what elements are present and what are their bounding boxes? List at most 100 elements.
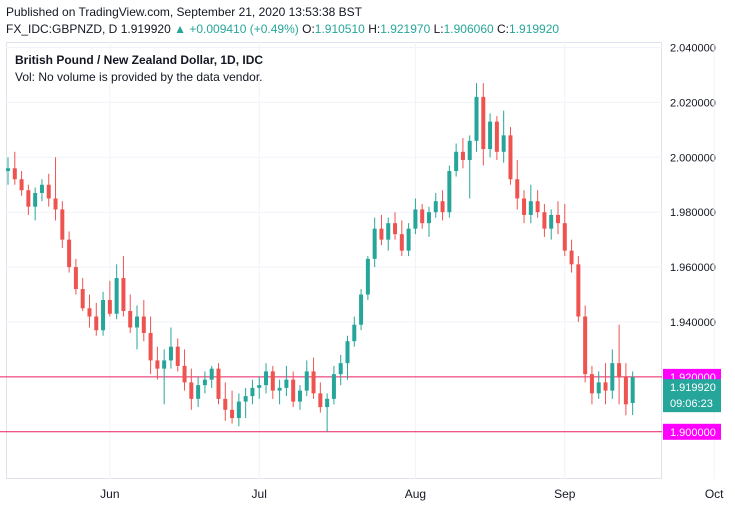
close-label: C: [497, 22, 510, 36]
candle-body [243, 396, 248, 402]
candle-body [393, 223, 398, 235]
open-value: 1.910510 [314, 22, 365, 36]
candle-body [33, 192, 38, 207]
candle-body [454, 151, 459, 172]
candle-body [67, 239, 72, 268]
low-label: L: [433, 22, 444, 36]
candle-body [121, 278, 126, 312]
candle-body [94, 316, 99, 331]
candle-body [168, 346, 173, 361]
last-price: 1.919920 [120, 22, 171, 36]
y-tick-label: 2.000000 [670, 152, 716, 164]
candle-body [264, 371, 269, 386]
candle-body [386, 223, 391, 240]
x-tick-label: Jul [252, 487, 267, 501]
candle-body [325, 398, 330, 408]
candle-body [596, 382, 601, 394]
candle-body [413, 209, 418, 229]
candle-body [576, 264, 581, 317]
candle-body [481, 96, 486, 150]
high-value: 1.921970 [380, 22, 431, 36]
candle-body [555, 214, 560, 224]
candle-body [182, 365, 187, 383]
candle-body [101, 300, 106, 331]
candle-body [141, 316, 146, 333]
candle-body [270, 371, 275, 391]
legend-volume-note: Vol: No volume is provided by the data v… [15, 70, 263, 84]
published-line: Published on TradingView.com, September … [6, 5, 362, 19]
low-value: 1.906060 [443, 22, 494, 36]
candle-body [128, 311, 133, 328]
candle-body [331, 374, 336, 399]
candle-body [359, 294, 364, 325]
candle-body [12, 168, 17, 180]
countdown-label: 09:06:23 [670, 398, 713, 410]
candle-body [39, 184, 44, 193]
candle-body [304, 371, 309, 391]
candle-body [617, 363, 622, 377]
close-value: 1.919920 [509, 22, 560, 36]
symbol-text[interactable]: FX_IDC:GBPNZD, D [6, 22, 118, 36]
candle-body [135, 316, 140, 328]
candle-body [175, 346, 180, 366]
plot-area-border [6, 42, 662, 479]
candle-body [277, 387, 282, 391]
candle-body [114, 278, 119, 314]
candle-body [202, 379, 207, 386]
candle-body [623, 376, 628, 405]
candle-body [562, 223, 567, 251]
published-text: Published on TradingView.com, September … [6, 5, 363, 19]
candle-body [379, 228, 384, 240]
candle-body [80, 289, 85, 309]
candle-body [447, 171, 452, 213]
candle-body [318, 393, 323, 408]
level-label-lower: 1.900000 [670, 427, 716, 439]
candle-body [508, 135, 513, 180]
candle-body [352, 324, 357, 342]
candle-body [515, 179, 520, 199]
up-arrow-icon: ▲ [174, 22, 186, 36]
candle-body [345, 341, 350, 364]
current-price-label: 1.919920 [670, 382, 716, 394]
level-label-lower-bg [663, 423, 721, 440]
x-tick-label: Sep [554, 487, 576, 501]
y-tick-label: 1.960000 [670, 262, 716, 274]
legend-title[interactable]: British Pound / New Zealand Dollar, 1D, … [15, 53, 264, 67]
candle-body [426, 212, 431, 224]
x-tick-label: Jun [100, 487, 119, 501]
candle-body [189, 382, 194, 399]
candle-body [162, 360, 167, 369]
candle-body [488, 121, 493, 150]
candle-body [53, 198, 58, 210]
candle-body [216, 368, 221, 399]
candle-body [569, 250, 574, 265]
candle-body [311, 371, 316, 394]
candle-body [73, 267, 78, 290]
candle-body [494, 121, 499, 152]
candle-body [372, 228, 377, 259]
candle-body [250, 387, 255, 397]
candle-body [535, 201, 540, 213]
current-price-badge [663, 379, 721, 413]
candle-body [338, 363, 343, 375]
candle-body [209, 368, 214, 380]
candle-body [223, 398, 228, 410]
candle-body [284, 379, 289, 388]
candle-body [406, 228, 411, 251]
price-change: +0.009410 (+0.49%) [189, 22, 299, 36]
candle-body [433, 201, 438, 213]
candle-body [196, 385, 201, 399]
candle-body [365, 258, 370, 295]
candle-body [60, 209, 65, 240]
candle-body [155, 360, 160, 369]
candle-body [87, 308, 92, 317]
y-tick-label: 1.940000 [670, 317, 716, 329]
candle-body [236, 401, 241, 419]
x-tick-label: Oct [705, 487, 724, 501]
candle-body [467, 140, 472, 161]
candle-body [46, 184, 51, 199]
y-tick-label: 2.040000 [670, 42, 716, 54]
candle-body [26, 190, 31, 207]
